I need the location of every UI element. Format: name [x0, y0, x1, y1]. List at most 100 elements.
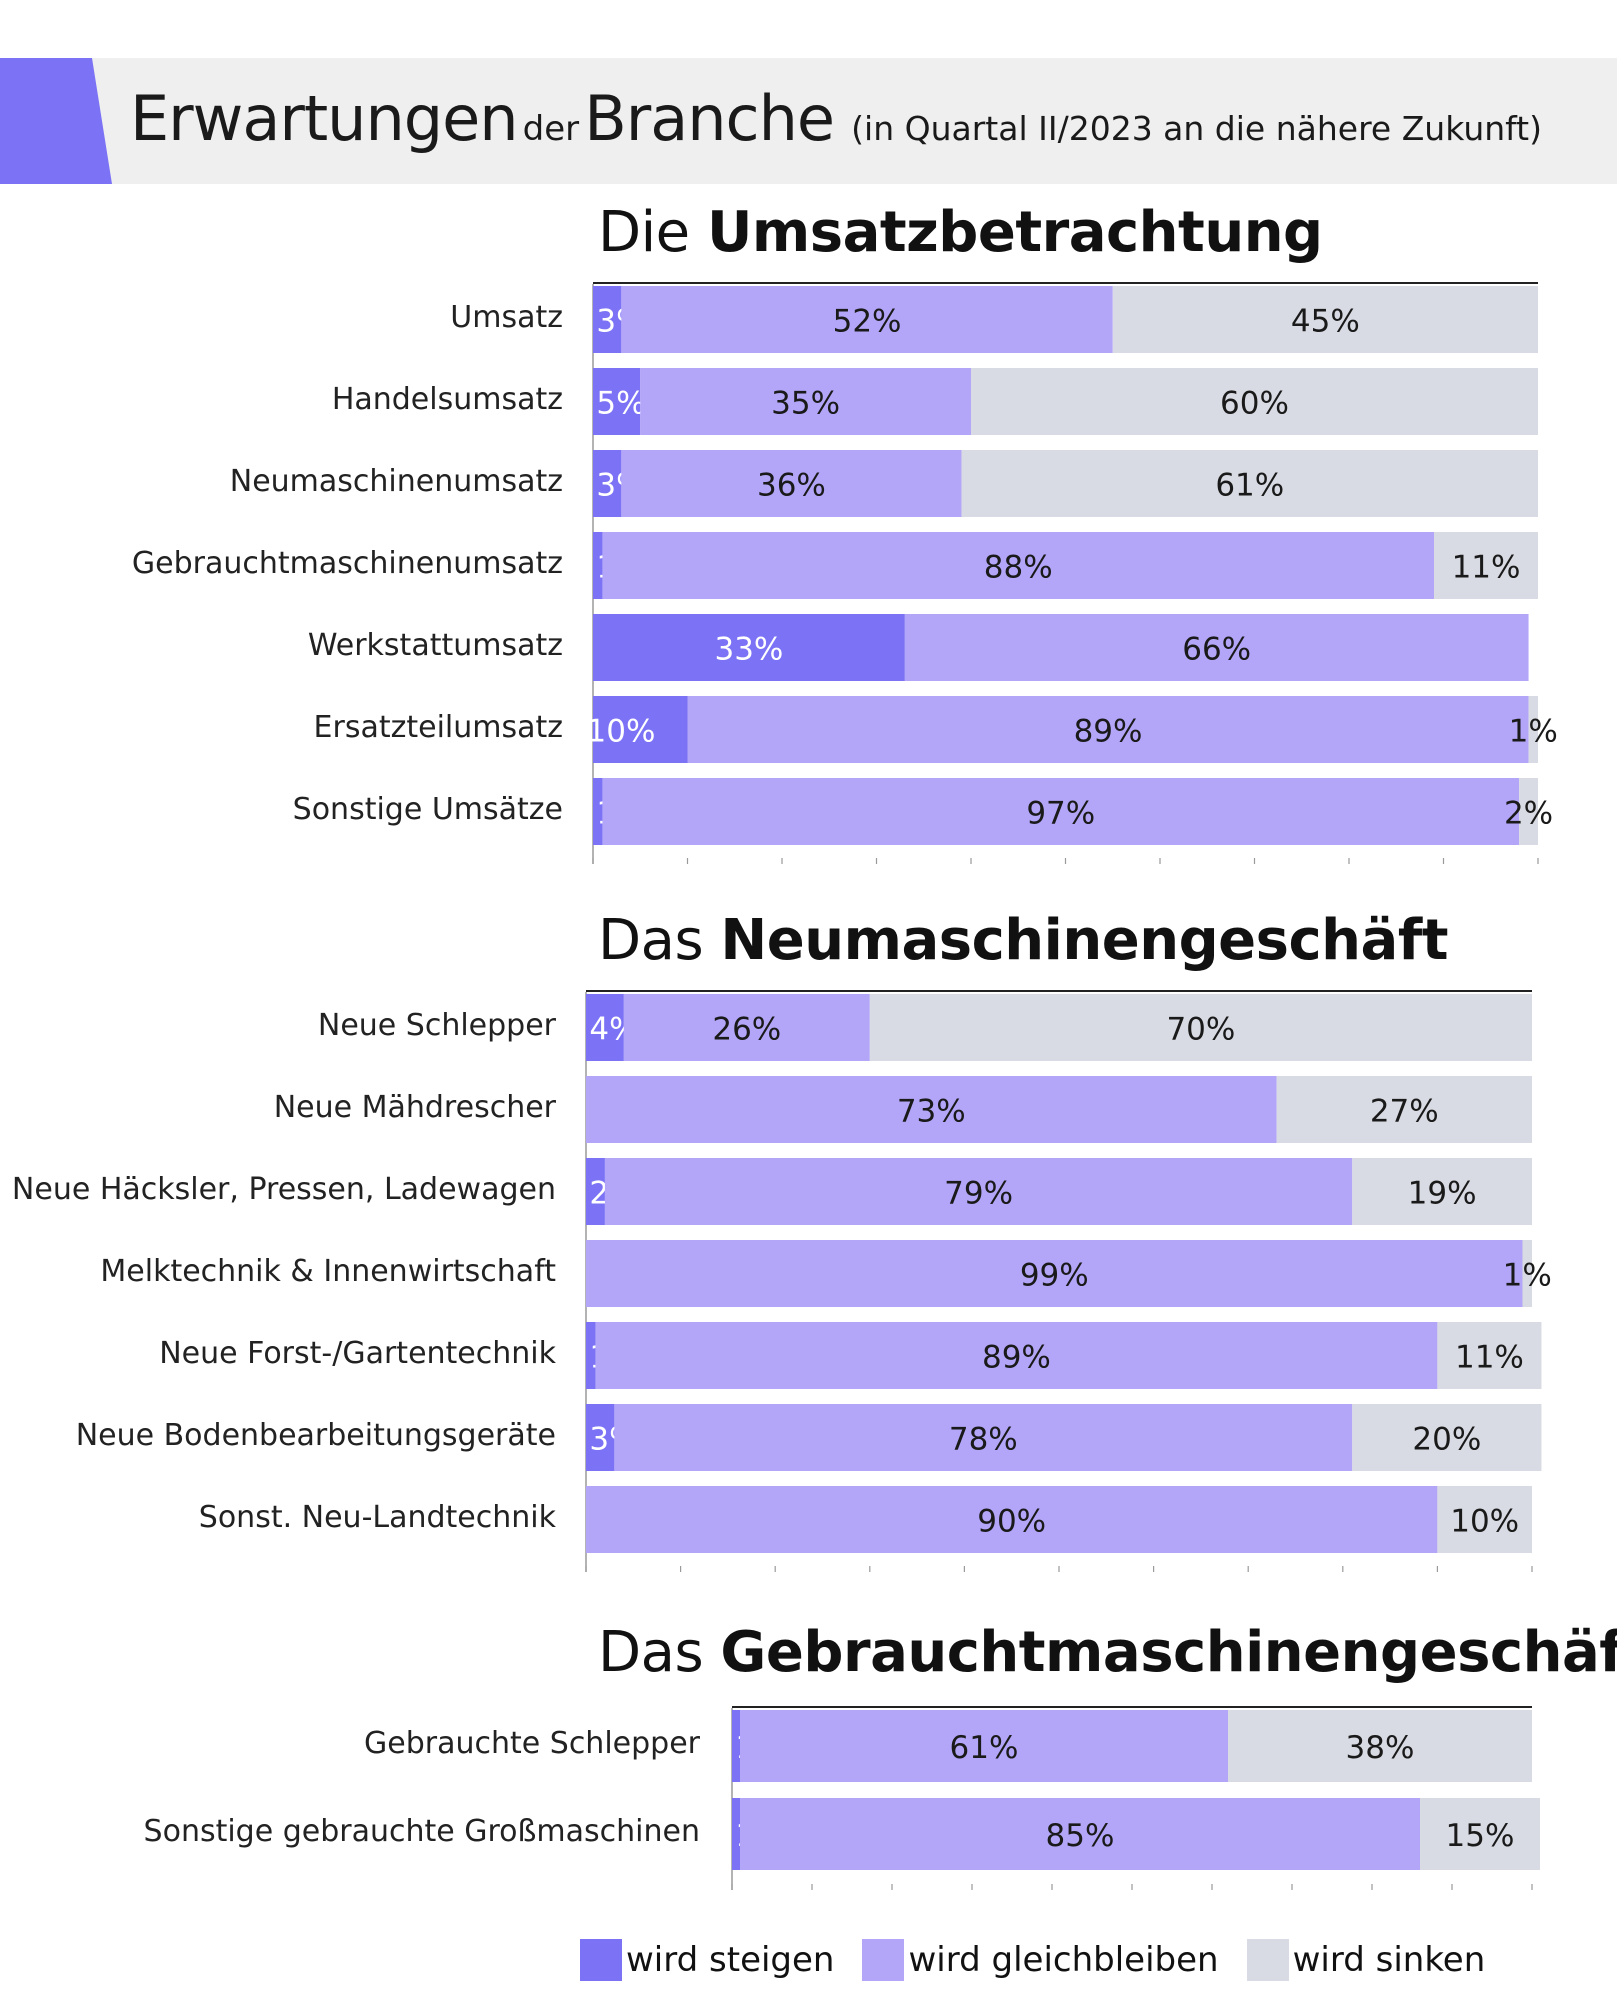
legend-label-sinken: wird sinken — [1292, 1940, 1486, 1980]
bar-segment-sinken — [869, 994, 1532, 1061]
data-label-gleich: 78% — [949, 1422, 1018, 1458]
bar-segment-sinken — [1352, 1158, 1532, 1225]
data-label-sinken: 1% — [1509, 714, 1558, 750]
bar-segment-gleich — [604, 1158, 1353, 1225]
bar-segment-gleich — [614, 1404, 1353, 1471]
data-label-steigen: 10% — [587, 714, 656, 750]
bar-segment-sinken — [1528, 696, 1538, 763]
bar-segment-gleich — [586, 1240, 1523, 1307]
title-word-branche: Branche — [584, 82, 835, 155]
data-label-sinken: 70% — [1166, 1012, 1235, 1048]
bar-segment-gleich — [595, 1322, 1438, 1389]
bar-segment-steigen — [586, 1158, 605, 1225]
bar-segment-gleich — [621, 286, 1113, 353]
legend-item-gleich: wird gleichbleiben — [862, 1939, 1219, 1981]
data-label-sinken: 19% — [1408, 1176, 1477, 1212]
data-label-sinken: 45% — [1291, 304, 1360, 340]
data-label-gleich: 36% — [757, 468, 826, 504]
title-word-erwartungen: Erwartungen — [130, 82, 519, 155]
bar-segment-gleich — [621, 450, 962, 517]
data-label-sinken: 27% — [1370, 1094, 1439, 1130]
data-label-sinken: 1% — [1503, 1258, 1552, 1294]
data-label-gleich: 73% — [897, 1094, 966, 1130]
bar-segment-steigen — [586, 994, 624, 1061]
bar-segment-steigen — [732, 1798, 740, 1870]
bar-segment-steigen — [593, 368, 641, 435]
category-label: Neue Schlepper — [317, 1007, 556, 1043]
bar-segment-gleich — [623, 994, 870, 1061]
title-word-der: der — [522, 109, 580, 149]
chart-title-0: Die Umsatzbetrachtung — [598, 200, 1323, 265]
bar-segment-steigen — [593, 450, 622, 517]
category-label: Gebrauchtmaschinenumsatz — [131, 545, 563, 581]
data-label-sinken: 61% — [1215, 468, 1284, 504]
chart-title-prefix: Das — [598, 908, 721, 973]
category-label: Neue Mähdrescher — [273, 1089, 556, 1125]
chart-title-bold: Gebrauchtmaschinengeschäft — [720, 1620, 1617, 1685]
data-label-gleich: 66% — [1182, 632, 1251, 668]
category-label: Werkstattumsatz — [307, 627, 563, 663]
bar-segment-sinken — [1276, 1076, 1532, 1143]
bar-segment-steigen — [586, 1322, 596, 1389]
legend-label-steigen: wird steigen — [626, 1940, 835, 1980]
data-label-gleich: 97% — [1026, 796, 1095, 832]
chart-title-2: Das Gebrauchtmaschinengeschäft — [598, 1620, 1617, 1685]
bar-segment-gleich — [586, 1076, 1277, 1143]
chart-title-bold: Umsatzbetrachtung — [706, 200, 1323, 265]
data-label-sinken: 11% — [1455, 1340, 1524, 1376]
bar-segment-steigen — [593, 696, 688, 763]
bar-segment-gleich — [740, 1798, 1420, 1870]
category-label: Melktechnik & Innenwirtschaft — [100, 1253, 556, 1289]
category-label: Umsatz — [450, 299, 563, 335]
header-accent-shape — [0, 58, 112, 184]
bar-segment-gleich — [640, 368, 971, 435]
data-label-gleich: 85% — [1046, 1818, 1115, 1854]
legend-item-steigen: wird steigen — [580, 1939, 834, 1981]
data-label-sinken: 15% — [1446, 1818, 1515, 1854]
category-label: Ersatzteilumsatz — [313, 709, 563, 745]
data-label-gleich: 89% — [1074, 714, 1143, 750]
bar-segment-sinken — [1228, 1710, 1532, 1782]
chart-title-prefix: Das — [598, 1620, 721, 1685]
data-label-sinken: 20% — [1412, 1422, 1481, 1458]
data-label-gleich: 52% — [833, 304, 902, 340]
bar-segment-steigen — [732, 1710, 740, 1782]
data-label-sinken: 60% — [1220, 386, 1289, 422]
bar-segment-steigen — [586, 1404, 615, 1471]
page-title: Erwartungen der Branche (in Quartal II/2… — [130, 82, 1542, 155]
data-label-steigen: 5% — [596, 386, 645, 422]
bar-segment-steigen — [593, 778, 603, 845]
bar-segment-gleich — [904, 614, 1529, 681]
legend: wird steigen wird gleichbleiben wird sin… — [580, 1935, 1499, 1985]
bar-segment-sinken — [961, 450, 1538, 517]
bar-segment-sinken — [1437, 1322, 1542, 1389]
legend-swatch-steigen — [580, 1939, 622, 1981]
bar-segment-steigen — [593, 286, 622, 353]
data-label-sinken: 38% — [1346, 1730, 1415, 1766]
legend-swatch-gleich — [862, 1939, 905, 1981]
bar-segment-sinken — [1522, 1240, 1532, 1307]
bar-segment-sinken — [1420, 1798, 1540, 1870]
bar-segment-steigen — [593, 532, 603, 599]
data-label-gleich: 79% — [944, 1176, 1013, 1212]
data-label-steigen: 33% — [714, 632, 783, 668]
bar-segment-gleich — [602, 532, 1435, 599]
data-label-gleich: 35% — [771, 386, 840, 422]
bar-segment-sinken — [1112, 286, 1538, 353]
category-label: Neue Forst-/Gartentechnik — [159, 1335, 556, 1371]
legend-swatch-sinken — [1246, 1939, 1289, 1981]
category-label: Neumaschinenumsatz — [229, 463, 563, 499]
stacked-bar-chart-2: 1%61%38%1%85%15% — [731, 1706, 1540, 1890]
chart-title-bold: Neumaschinengeschäft — [720, 908, 1448, 973]
data-label-sinken: 2% — [1504, 796, 1553, 832]
data-label-gleich: 89% — [982, 1340, 1051, 1376]
data-label-sinken: 10% — [1450, 1504, 1519, 1540]
category-label: Gebrauchte Schlepper — [364, 1726, 700, 1761]
bar-segment-steigen — [593, 614, 905, 681]
category-label: Sonst. Neu-Landtechnik — [198, 1499, 556, 1535]
bar-segment-gleich — [602, 778, 1520, 845]
bar-segment-gleich — [687, 696, 1529, 763]
category-label: Sonstige Umsätze — [292, 791, 563, 827]
data-label-gleich: 90% — [977, 1504, 1046, 1540]
bar-segment-sinken — [1434, 532, 1538, 599]
